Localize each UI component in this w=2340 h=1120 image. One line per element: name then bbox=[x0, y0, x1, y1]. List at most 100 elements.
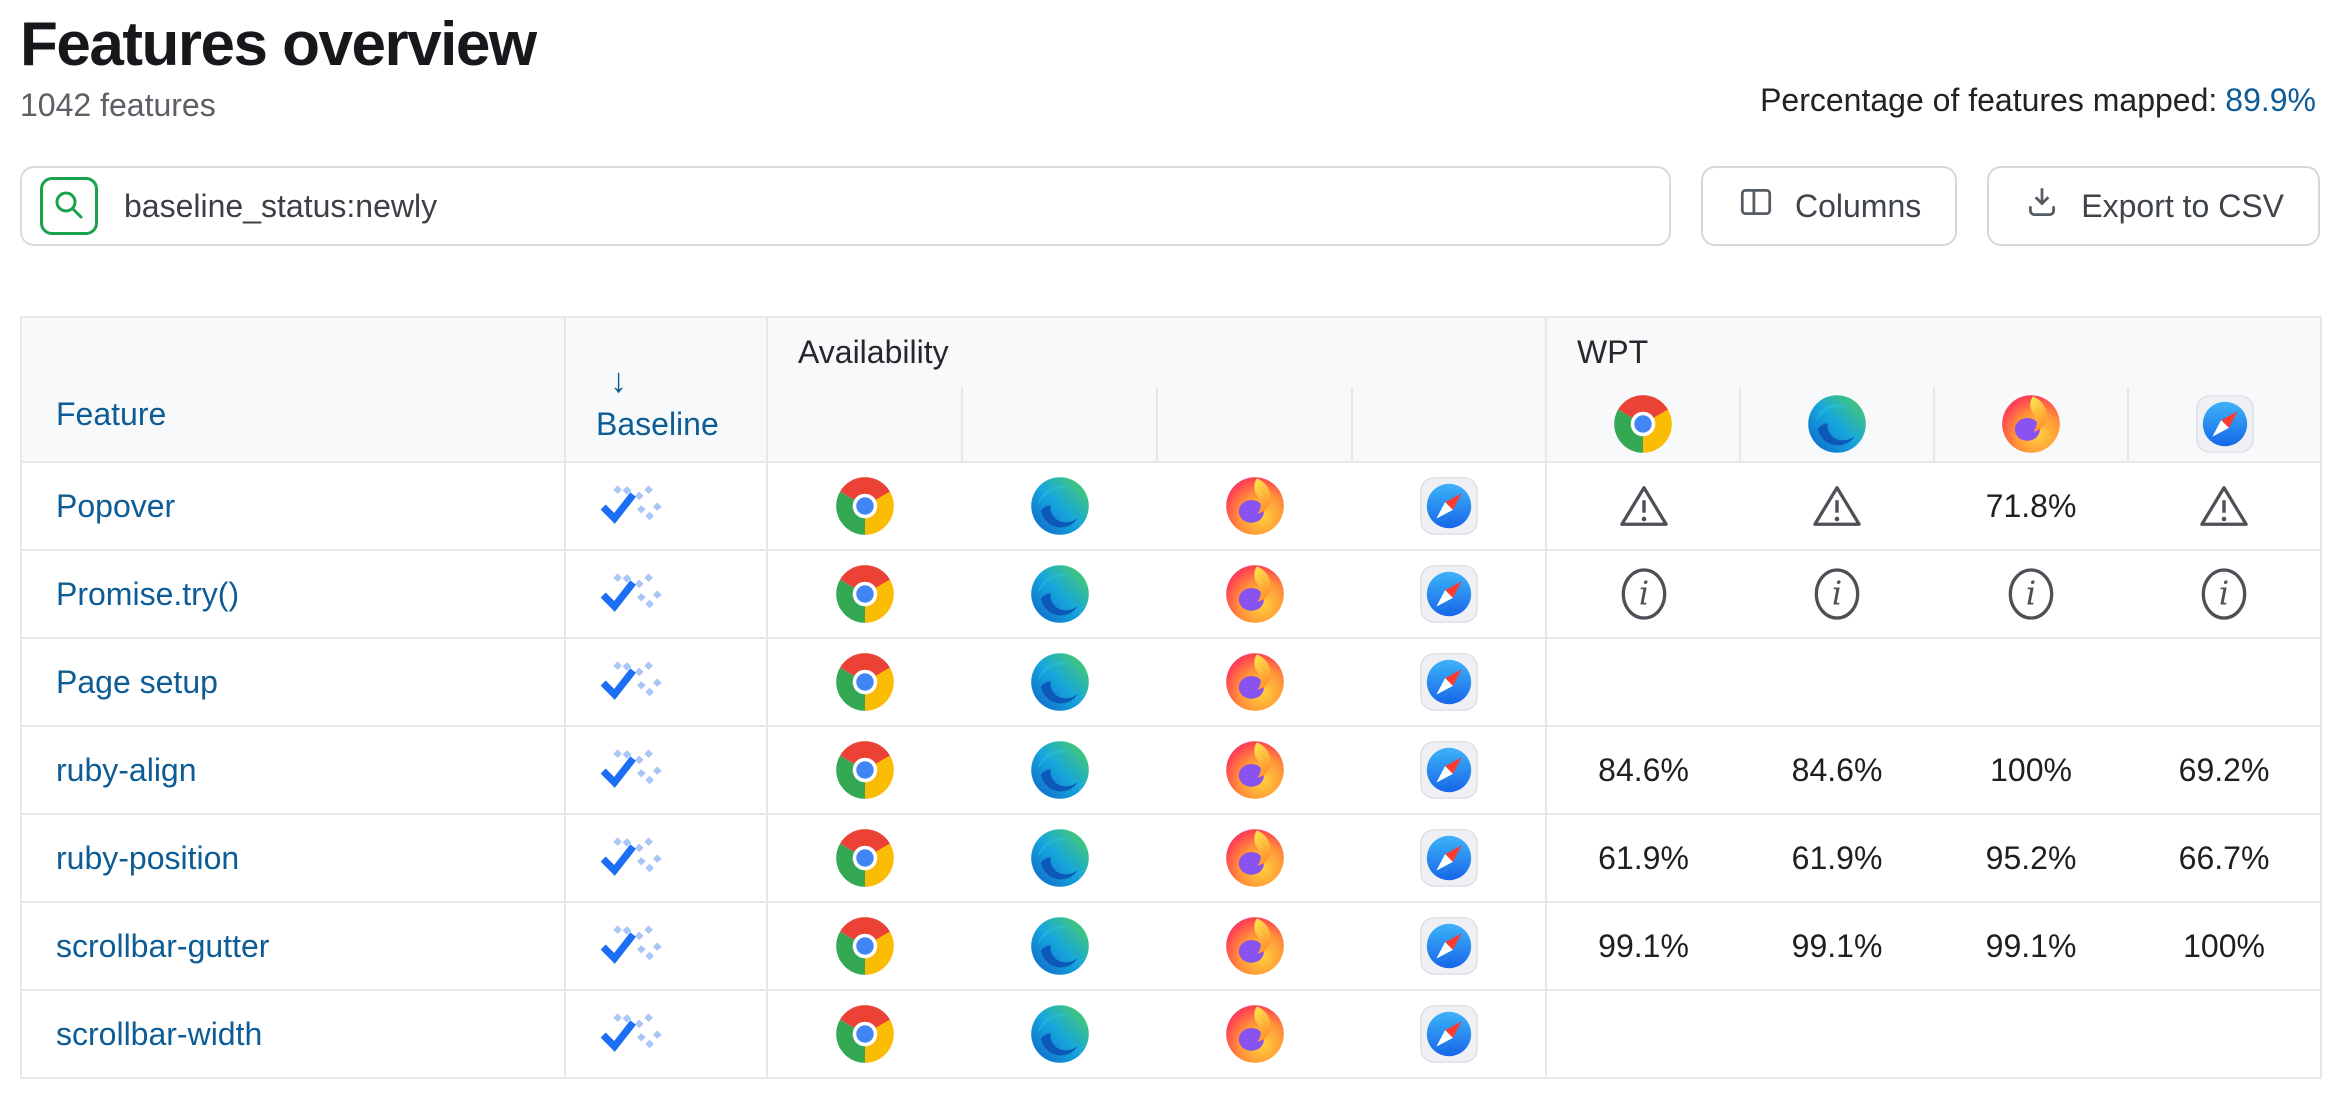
availability-cell-safari bbox=[1352, 725, 1547, 815]
baseline-status-cell bbox=[564, 637, 767, 727]
columns-button[interactable]: Columns bbox=[1700, 166, 1958, 247]
export-csv-button[interactable]: Export to CSV bbox=[1987, 166, 2320, 247]
table-row: Promise.try() bbox=[21, 549, 2322, 639]
chrome-logo-icon bbox=[1613, 395, 1673, 453]
wpt-score-value: 95.2% bbox=[1985, 839, 2077, 876]
baseline-status-cell bbox=[564, 549, 767, 639]
availability-cell-safari bbox=[1352, 989, 1547, 1079]
download-icon bbox=[2023, 183, 2061, 229]
wpt-score-cell: 99.1% bbox=[1934, 901, 2129, 991]
feature-link[interactable]: ruby-position bbox=[56, 839, 240, 876]
wpt-score-cell bbox=[2128, 461, 2322, 551]
toolbar: Columns Export to CSV bbox=[20, 166, 2320, 247]
availability-cell-chrome bbox=[766, 901, 962, 991]
info-icon: i bbox=[1619, 568, 1669, 620]
safari-logo-icon bbox=[2195, 395, 2255, 453]
feature-sort-link[interactable]: Feature bbox=[56, 396, 167, 433]
wpt-score-cell bbox=[1934, 989, 2129, 1079]
firefox-logo-icon bbox=[1225, 477, 1285, 535]
availability-subcolumn-header bbox=[961, 387, 1157, 463]
mapped-value-link[interactable]: 89.9% bbox=[2225, 82, 2316, 118]
feature-link[interactable]: Page setup bbox=[56, 663, 218, 700]
group-header-wpt: WPT bbox=[1545, 317, 2322, 388]
feature-link[interactable]: Popover bbox=[56, 487, 176, 524]
columns-button-label: Columns bbox=[1794, 187, 1922, 224]
wpt-score-cell: 84.6% bbox=[1740, 725, 1935, 815]
export-button-label: Export to CSV bbox=[2081, 187, 2284, 224]
availability-cell-safari bbox=[1352, 813, 1547, 903]
availability-cell-chrome bbox=[766, 549, 962, 639]
column-header-feature: Feature bbox=[21, 317, 565, 463]
warning-icon bbox=[2197, 486, 2251, 526]
safari-logo-icon bbox=[1419, 565, 1479, 623]
wpt-subcolumn-header-edge bbox=[1739, 387, 1935, 463]
availability-cell-edge bbox=[962, 813, 1157, 903]
info-icon: i bbox=[2199, 568, 2249, 620]
search-icon[interactable] bbox=[40, 177, 98, 236]
safari-logo-icon bbox=[1419, 653, 1479, 711]
availability-cell-firefox bbox=[1157, 813, 1352, 903]
edge-logo-icon bbox=[1030, 477, 1090, 535]
wpt-score-cell: 61.9% bbox=[1545, 813, 1741, 903]
search-box bbox=[20, 166, 1671, 247]
wpt-score-cell: i bbox=[2128, 549, 2322, 639]
wpt-score-value: 61.9% bbox=[1598, 839, 1689, 876]
firefox-logo-icon bbox=[1225, 565, 1285, 623]
search-input[interactable] bbox=[124, 187, 1651, 225]
firefox-logo-icon bbox=[1225, 829, 1285, 887]
chrome-logo-icon bbox=[835, 917, 895, 975]
feature-link[interactable]: scrollbar-gutter bbox=[56, 927, 270, 964]
wpt-score-cell: 69.2% bbox=[2128, 725, 2322, 815]
baseline-status-cell bbox=[564, 725, 767, 815]
column-header-baseline: ↓ Baseline bbox=[564, 317, 767, 463]
wpt-score-cell bbox=[2128, 637, 2322, 727]
availability-subcolumn-header bbox=[1156, 387, 1352, 463]
mapped-percentage: Percentage of features mapped: 89.9% bbox=[1760, 82, 2316, 119]
header-row-browsers bbox=[21, 387, 2322, 463]
baseline-status-cell bbox=[564, 989, 767, 1079]
safari-logo-icon bbox=[1419, 1005, 1479, 1063]
wpt-score-cell bbox=[1740, 461, 1935, 551]
table-row: ruby-position bbox=[21, 813, 2322, 903]
wpt-score-cell: 99.1% bbox=[1740, 901, 1935, 991]
edge-logo-icon bbox=[1807, 395, 1867, 453]
availability-cell-safari bbox=[1352, 637, 1547, 727]
availability-cell-firefox bbox=[1157, 725, 1352, 815]
baseline-header-label: Baseline bbox=[596, 405, 719, 442]
svg-text:i: i bbox=[2219, 575, 2229, 613]
availability-cell-chrome bbox=[766, 813, 962, 903]
table-row: Popover bbox=[21, 461, 2322, 551]
safari-logo-icon bbox=[1419, 477, 1479, 535]
info-icon: i bbox=[1812, 568, 1862, 620]
wpt-score-cell: 61.9% bbox=[1740, 813, 1935, 903]
wpt-score-value: 100% bbox=[1990, 751, 2072, 788]
edge-logo-icon bbox=[1030, 565, 1090, 623]
feature-link[interactable]: scrollbar-width bbox=[56, 1015, 263, 1052]
firefox-logo-icon bbox=[1225, 917, 1285, 975]
edge-logo-icon bbox=[1030, 653, 1090, 711]
group-header-availability: Availability bbox=[765, 317, 1547, 388]
chrome-logo-icon bbox=[835, 1005, 895, 1063]
wpt-score-cell bbox=[1740, 989, 1935, 1079]
wpt-score-value: 84.6% bbox=[1791, 751, 1883, 788]
feature-cell: ruby-align bbox=[21, 725, 565, 815]
wpt-score-cell: i bbox=[1934, 549, 2129, 639]
availability-cell-safari bbox=[1352, 549, 1547, 639]
wpt-score-cell: 100% bbox=[2128, 901, 2322, 991]
chrome-logo-icon bbox=[835, 477, 895, 535]
feature-link[interactable]: ruby-align bbox=[56, 751, 197, 788]
baseline-newly-icon bbox=[598, 1013, 662, 1052]
wpt-score-value: 66.7% bbox=[2178, 839, 2270, 876]
wpt-subcolumn-header-chrome bbox=[1545, 387, 1741, 463]
feature-cell: ruby-position bbox=[21, 813, 565, 903]
feature-link[interactable]: Promise.try() bbox=[56, 575, 240, 612]
safari-logo-icon bbox=[1419, 741, 1479, 799]
wpt-score-cell bbox=[1545, 989, 1741, 1079]
baseline-sort-link[interactable]: ↓ Baseline bbox=[596, 359, 766, 441]
availability-cell-edge bbox=[962, 637, 1157, 727]
mapped-label: Percentage of features mapped: bbox=[1760, 82, 2218, 118]
sort-descending-arrow-icon: ↓ bbox=[610, 362, 627, 401]
baseline-status-cell bbox=[564, 901, 767, 991]
edge-logo-icon bbox=[1030, 917, 1090, 975]
firefox-logo-icon bbox=[1225, 741, 1285, 799]
